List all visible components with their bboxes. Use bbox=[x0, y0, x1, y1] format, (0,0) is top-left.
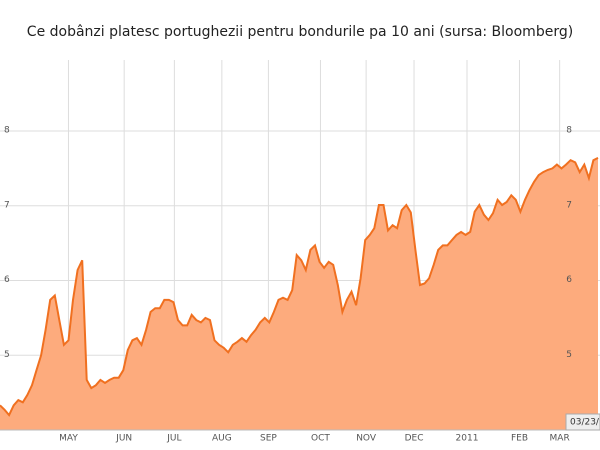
y-tick-label: 5 bbox=[566, 350, 572, 360]
x-tick-label: JUL bbox=[166, 434, 181, 444]
x-tick-label: JUN bbox=[115, 434, 132, 444]
x-tick-label: MAY bbox=[59, 434, 78, 444]
y-tick-label: 6 bbox=[4, 275, 10, 285]
y-tick-label: 8 bbox=[566, 126, 572, 136]
x-tick-label: OCT bbox=[311, 434, 330, 444]
x-tick-label: 2011 bbox=[456, 434, 479, 444]
date-annotation: 03/23/ bbox=[570, 418, 600, 428]
y-tick-label: 7 bbox=[566, 200, 572, 210]
date-box bbox=[565, 413, 600, 431]
x-tick-label: FEB bbox=[511, 434, 528, 444]
chart-title: Ce dobânzi platesc portughezii pentru bo… bbox=[27, 24, 573, 40]
area bbox=[0, 157, 598, 430]
y-tick-label: 6 bbox=[566, 275, 572, 285]
x-tick-label: DEC bbox=[405, 434, 424, 444]
y-tick-label: 7 bbox=[4, 200, 10, 210]
y-tick-label: 5 bbox=[4, 350, 10, 360]
x-tick-label: MAR bbox=[550, 434, 570, 444]
x-tick-label: NOV bbox=[356, 434, 377, 444]
x-tick-label: AUG bbox=[212, 434, 232, 444]
y-tick-label: 8 bbox=[4, 126, 10, 136]
x-tick-label: SEP bbox=[260, 434, 277, 444]
line bbox=[0, 157, 599, 417]
